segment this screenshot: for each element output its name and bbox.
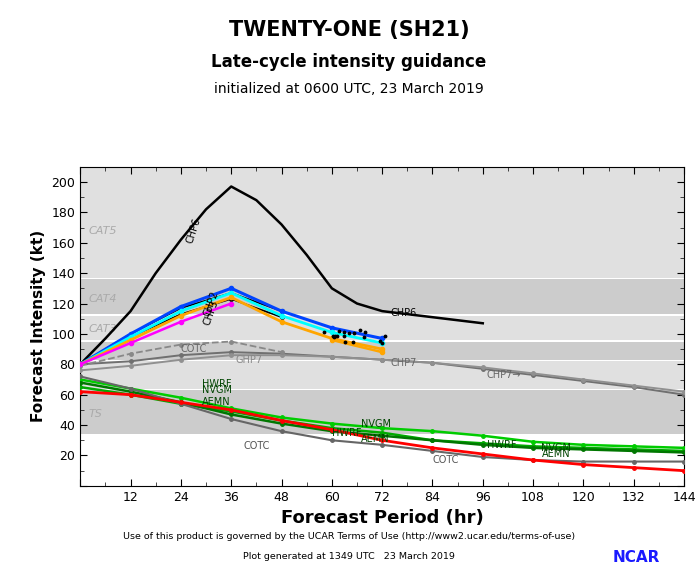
Text: CHP6: CHP6: [391, 308, 417, 317]
Text: AEMN: AEMN: [361, 434, 389, 444]
Text: NVGM: NVGM: [202, 385, 232, 395]
Text: COTC: COTC: [181, 344, 207, 354]
Text: CAT5: CAT5: [89, 225, 117, 236]
Text: Late-cycle intensity guidance: Late-cycle intensity guidance: [211, 53, 487, 71]
Bar: [80, 279, 684, 314]
Text: COTC: COTC: [244, 442, 270, 451]
Text: CHP2: CHP2: [202, 289, 221, 317]
Text: NVGM: NVGM: [361, 419, 391, 428]
Text: COTC: COTC: [433, 455, 459, 465]
Bar: [80, 390, 684, 434]
Text: HWRF: HWRF: [202, 379, 231, 389]
Bar: [80, 316, 684, 340]
Text: initialized at 0600 UTC, 23 March 2019: initialized at 0600 UTC, 23 March 2019: [214, 82, 484, 95]
Bar: [80, 167, 684, 278]
Text: AEMN: AEMN: [542, 449, 570, 459]
Text: TS: TS: [89, 409, 103, 419]
Text: GHP7: GHP7: [235, 355, 262, 365]
Text: Use of this product is governed by the UCAR Terms of Use (http://www2.ucar.edu/t: Use of this product is governed by the U…: [123, 532, 575, 541]
Y-axis label: Forecast Intensity (kt): Forecast Intensity (kt): [31, 230, 46, 423]
Text: HWRF: HWRF: [487, 440, 517, 450]
Text: CAT4: CAT4: [89, 294, 117, 304]
Text: NCAR: NCAR: [612, 550, 660, 565]
Text: AEMN: AEMN: [202, 397, 230, 407]
Text: HWRF: HWRF: [332, 428, 362, 438]
Text: CHP7: CHP7: [391, 358, 417, 368]
Bar: [80, 361, 684, 389]
Text: CHP6: CHP6: [185, 217, 202, 244]
X-axis label: Forecast Period (hr): Forecast Period (hr): [281, 509, 484, 527]
Text: TWENTY-ONE (SH21): TWENTY-ONE (SH21): [229, 20, 469, 40]
Bar: [80, 342, 684, 360]
Text: CHP3: CHP3: [202, 298, 221, 327]
Text: CHP7→: CHP7→: [487, 370, 521, 380]
Text: Plot generated at 1349 UTC   23 March 2019: Plot generated at 1349 UTC 23 March 2019: [243, 552, 455, 561]
Text: NVGM: NVGM: [542, 443, 572, 453]
Text: CAT3: CAT3: [89, 324, 117, 334]
